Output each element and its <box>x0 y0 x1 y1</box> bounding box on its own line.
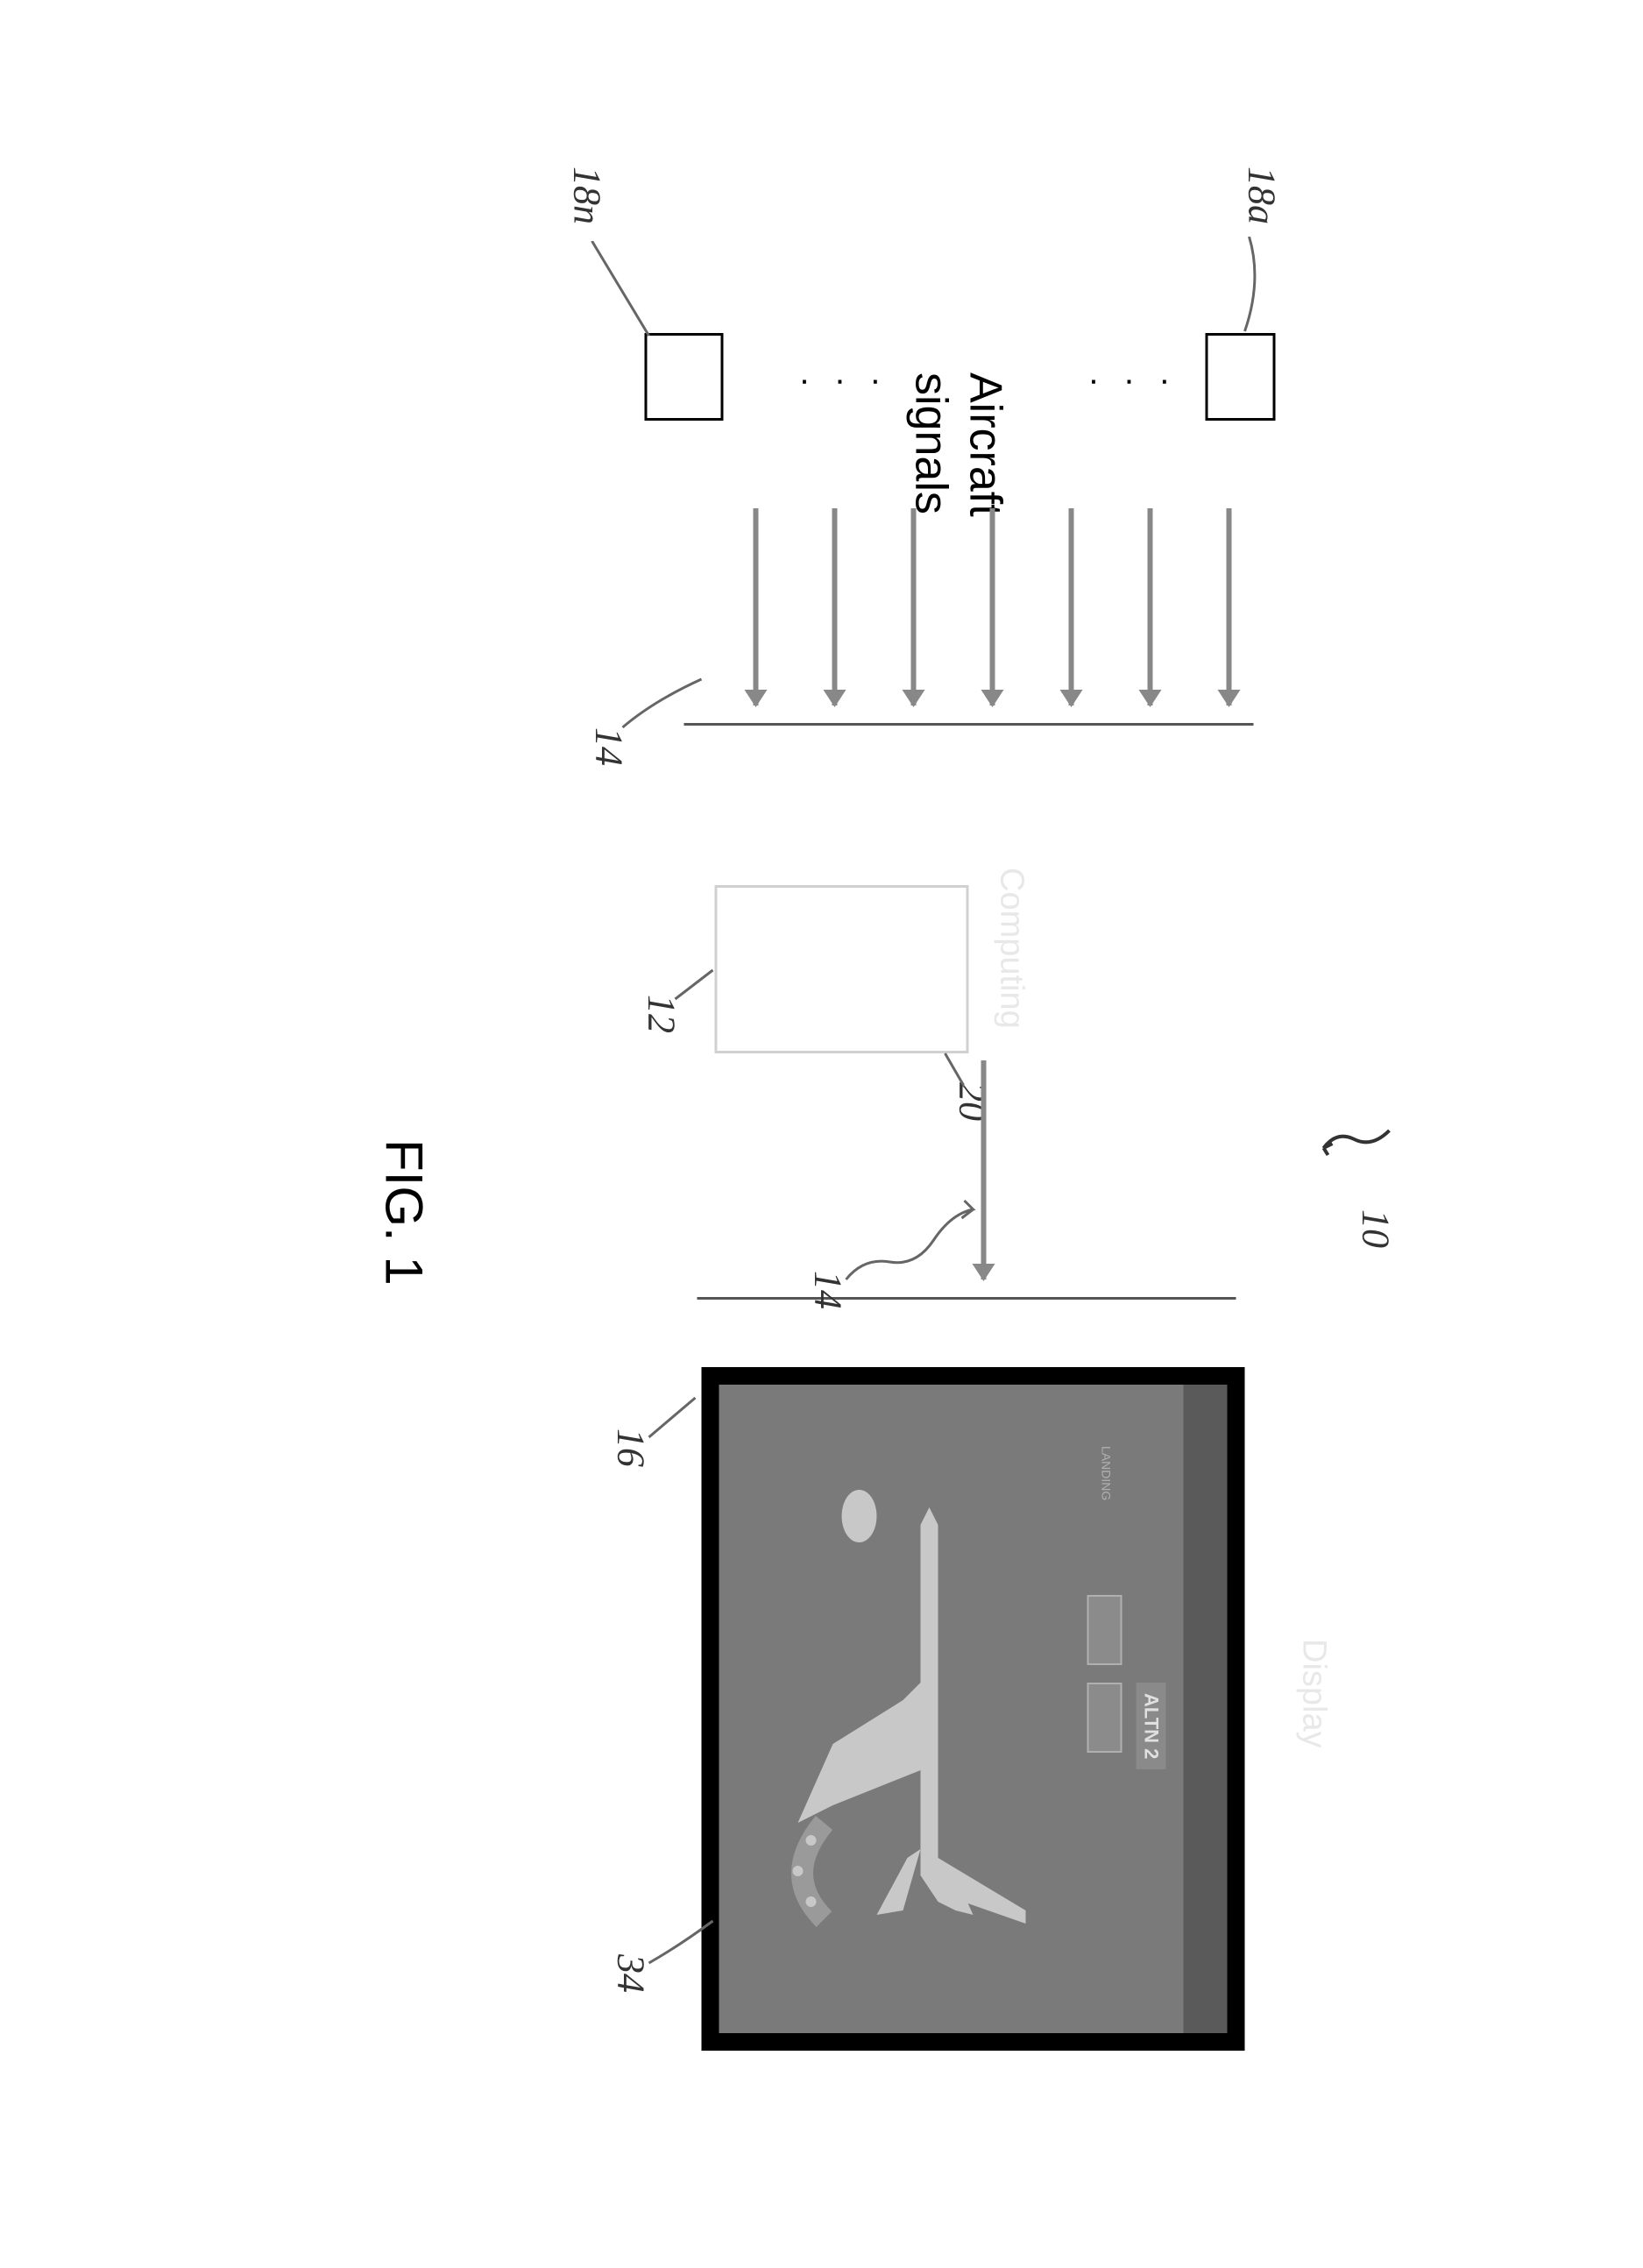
display-screen: ALTN 2 LANDING <box>701 1367 1244 2051</box>
arrow-7 <box>753 508 758 705</box>
system-diagram: 10 · · · · · · Aircraft signals 18a 18n <box>0 0 1643 2268</box>
figure-label: FIG. 1 <box>373 1139 434 1286</box>
ref-18a: 18a <box>1239 167 1284 224</box>
ref-14-bus2-line <box>837 1179 977 1293</box>
computing-label: Computing <box>992 868 1030 1029</box>
landing-label: LANDING <box>1099 1446 1113 1500</box>
signals-line1: Aircraft <box>960 372 1010 517</box>
dots-lower: · · · <box>791 364 881 403</box>
sensor-box-bottom <box>644 333 723 421</box>
ref-18a-line <box>1231 237 1266 333</box>
ref-14-bus1-line <box>618 675 705 736</box>
system-ref-curve <box>1300 1113 1398 1218</box>
aircraft-shape <box>745 1437 1078 1998</box>
ref-34-line <box>644 1919 714 1972</box>
arrow-2 <box>1147 508 1152 705</box>
arrow-4 <box>989 508 995 705</box>
system-ref-label: 10 <box>1353 1209 1398 1248</box>
signals-text: Aircraft signals <box>903 372 1012 517</box>
bus-line-2 <box>697 1297 1236 1300</box>
dots-upper: · · · <box>1080 364 1170 403</box>
bus-line-1 <box>683 723 1253 726</box>
arrow-computing-out <box>981 1060 986 1279</box>
display-label: Display <box>1294 1639 1332 1748</box>
arrow-6 <box>832 508 837 705</box>
signals-line2: signals <box>905 372 956 514</box>
info-box-2 <box>1087 1683 1122 1753</box>
arrow-5 <box>910 508 916 705</box>
info-box-1 <box>1087 1595 1122 1665</box>
sensor-box-top <box>1205 333 1275 421</box>
computing-box <box>714 885 968 1053</box>
arrow-1 <box>1226 508 1231 705</box>
ref-18n-line <box>583 241 653 337</box>
ref-12-line <box>670 968 714 1012</box>
altn-label: ALTN 2 <box>1136 1683 1165 1769</box>
arrow-3 <box>1068 508 1073 705</box>
ref-16-line <box>644 1393 697 1446</box>
ref-18n: 18n <box>564 167 609 224</box>
display-header-bar <box>1183 1385 1227 2033</box>
diagram-container: 10 · · · · · · Aircraft signals 18a 18n <box>0 0 1643 2268</box>
ref-20-line <box>938 1052 964 1095</box>
